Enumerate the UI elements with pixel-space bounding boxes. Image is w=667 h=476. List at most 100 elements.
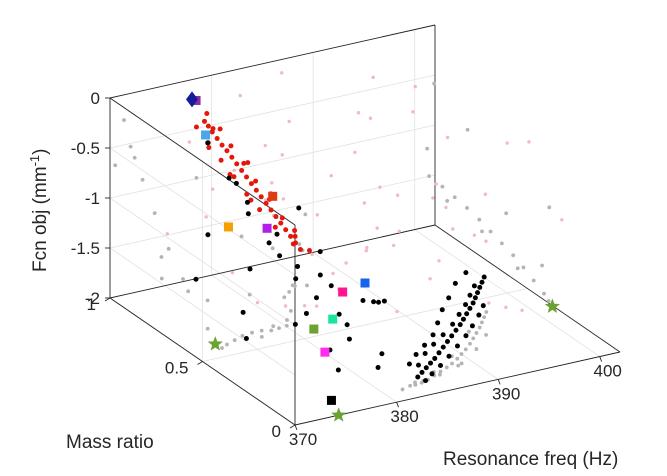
z-tick-label: -1.5 bbox=[71, 239, 100, 258]
data-point-grey-projection bbox=[450, 361, 454, 366]
data-point-pink-background bbox=[484, 239, 488, 243]
data-point-highlighted bbox=[360, 278, 370, 288]
data-point-black-front bbox=[475, 290, 481, 296]
data-point-grey-projection bbox=[205, 298, 210, 303]
data-point-pink-background bbox=[431, 196, 435, 200]
data-point-pink-background bbox=[315, 213, 319, 217]
data-point-red-front bbox=[231, 174, 237, 180]
data-point-pink-background bbox=[368, 116, 373, 120]
data-point-black-front bbox=[247, 266, 253, 272]
data-point-grey-projection bbox=[282, 295, 287, 300]
data-point-grey-projection bbox=[220, 346, 224, 350]
data-point-black-front bbox=[449, 333, 455, 339]
data-point-grey-projection bbox=[459, 352, 464, 356]
data-point-pink-background bbox=[413, 84, 417, 89]
data-point-grey-projection bbox=[459, 361, 464, 366]
data-point-black-front bbox=[450, 321, 456, 327]
data-point-black-front bbox=[463, 302, 469, 308]
data-point-pink-background bbox=[283, 304, 288, 308]
data-point-black-front bbox=[379, 351, 385, 357]
data-point-black-front bbox=[328, 283, 334, 289]
data-point-grey-projection bbox=[488, 229, 493, 234]
data-point-grey-projection bbox=[521, 265, 526, 270]
data-point-grey-projection bbox=[466, 329, 471, 334]
data-point-red-front bbox=[288, 233, 294, 239]
data-point-black-front bbox=[463, 333, 469, 339]
data-point-pink-background bbox=[527, 140, 531, 144]
data-point-pink-background bbox=[165, 232, 170, 236]
grid-line-z-back bbox=[109, 124, 436, 199]
data-point-red-front bbox=[297, 246, 303, 252]
data-point-black-front bbox=[346, 336, 352, 342]
data-point-black-front bbox=[266, 240, 272, 246]
data-point-pink-background bbox=[411, 110, 415, 114]
data-point-black-front bbox=[422, 351, 428, 357]
data-point-red-front bbox=[193, 124, 199, 130]
data-point-black-front bbox=[423, 365, 429, 371]
data-point-grey-projection bbox=[482, 315, 487, 320]
data-point-black-front bbox=[422, 342, 428, 348]
data-point-pink-background bbox=[395, 309, 399, 314]
data-point-grey-projection bbox=[239, 234, 244, 239]
y-tick-mark bbox=[289, 424, 296, 429]
data-point-pink-background bbox=[230, 270, 235, 275]
data-point-black-front bbox=[415, 374, 421, 380]
data-point-pink-background bbox=[280, 153, 284, 157]
data-point-grey-projection bbox=[511, 253, 516, 258]
data-point-red-front bbox=[292, 228, 298, 234]
data-point-red-front bbox=[241, 160, 247, 166]
data-point-pink-background bbox=[451, 227, 455, 231]
data-point-black-front bbox=[452, 280, 458, 286]
y-tick-label: 0.5 bbox=[165, 359, 189, 378]
data-point-black-front bbox=[457, 322, 463, 328]
data-point-black-front bbox=[437, 363, 443, 369]
grid-line-z-side bbox=[109, 197, 296, 326]
data-point-grey-projection bbox=[271, 324, 276, 329]
data-point-grey-projection bbox=[259, 334, 264, 339]
data-point-pink-background bbox=[445, 135, 450, 140]
data-point-pink-background bbox=[364, 249, 368, 253]
data-point-pink-background bbox=[504, 305, 508, 310]
data-point-black-front bbox=[444, 339, 450, 345]
data-point-red-front bbox=[205, 123, 211, 129]
data-point-black-front bbox=[295, 263, 301, 269]
data-point-black-front bbox=[317, 249, 323, 255]
data-point-black-front bbox=[432, 355, 438, 361]
data-point-grey-projection bbox=[468, 341, 472, 346]
grid-line-z-back bbox=[109, 74, 436, 149]
x-tick-mark bbox=[294, 424, 298, 431]
data-point-grey-projection bbox=[152, 211, 157, 216]
data-point-grey-projection bbox=[240, 333, 245, 338]
data-point-red-front bbox=[228, 143, 234, 149]
z-axis-label-text: Fcn obj (mm bbox=[30, 166, 51, 272]
data-point-grey-projection bbox=[284, 323, 289, 328]
data-point-pink-background bbox=[362, 201, 367, 205]
data-point-black-front bbox=[240, 309, 246, 315]
y-tick-label: 1 bbox=[87, 295, 96, 314]
data-point-grey-projection bbox=[444, 365, 449, 370]
data-point-grey-projection bbox=[250, 330, 254, 335]
data-point-black-front bbox=[303, 310, 309, 316]
data-point-highlighted bbox=[309, 324, 319, 334]
data-point-grey-projection bbox=[113, 163, 118, 168]
axis-box-edge bbox=[109, 24, 436, 99]
data-point-red-front bbox=[206, 145, 212, 151]
data-point-black-front bbox=[463, 270, 469, 276]
data-point-grey-projection bbox=[427, 174, 432, 179]
data-point-black-front bbox=[479, 279, 485, 285]
data-point-pink-background bbox=[483, 192, 488, 196]
data-point-grey-projection bbox=[445, 199, 450, 203]
data-point-black-front bbox=[243, 335, 249, 341]
data-point-grey-projection bbox=[474, 347, 479, 351]
data-point-red-front bbox=[210, 126, 216, 132]
data-point-red-front bbox=[239, 167, 245, 173]
data-point-red-front bbox=[214, 136, 220, 142]
data-point-black-front bbox=[360, 297, 366, 303]
data-point-grey-projection bbox=[186, 289, 191, 294]
data-point-red-front bbox=[248, 181, 254, 187]
data-point-red-front bbox=[253, 187, 259, 193]
data-point-black-front bbox=[274, 231, 280, 237]
z-tick-label: 0 bbox=[91, 89, 100, 108]
data-point-grey-projection bbox=[474, 331, 479, 335]
